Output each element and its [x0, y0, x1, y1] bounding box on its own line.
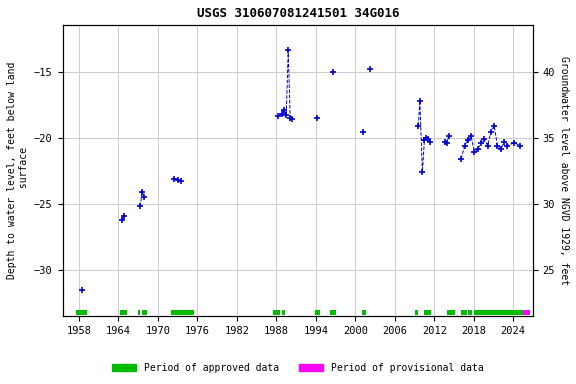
- Y-axis label: Groundwater level above NGVD 1929, feet: Groundwater level above NGVD 1929, feet: [559, 56, 569, 285]
- Y-axis label: Depth to water level, feet below land
 surface: Depth to water level, feet below land su…: [7, 62, 29, 279]
- Title: USGS 310607081241501 34G016: USGS 310607081241501 34G016: [196, 7, 399, 20]
- Legend: Period of approved data, Period of provisional data: Period of approved data, Period of provi…: [108, 359, 487, 376]
